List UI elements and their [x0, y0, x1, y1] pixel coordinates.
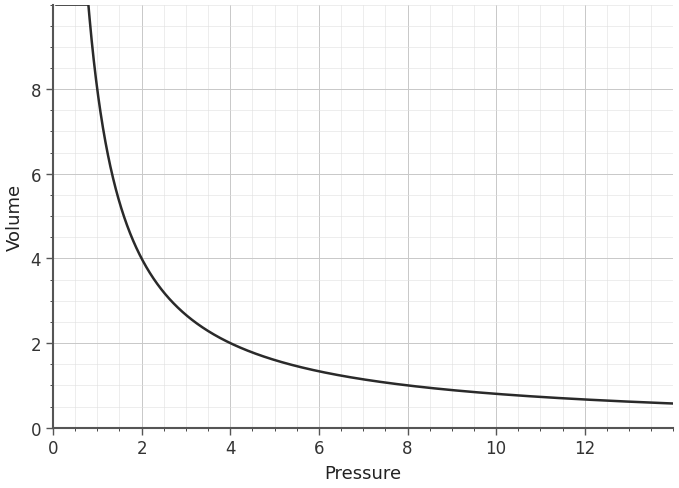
X-axis label: Pressure: Pressure: [325, 465, 402, 483]
Y-axis label: Volume: Volume: [5, 183, 24, 250]
